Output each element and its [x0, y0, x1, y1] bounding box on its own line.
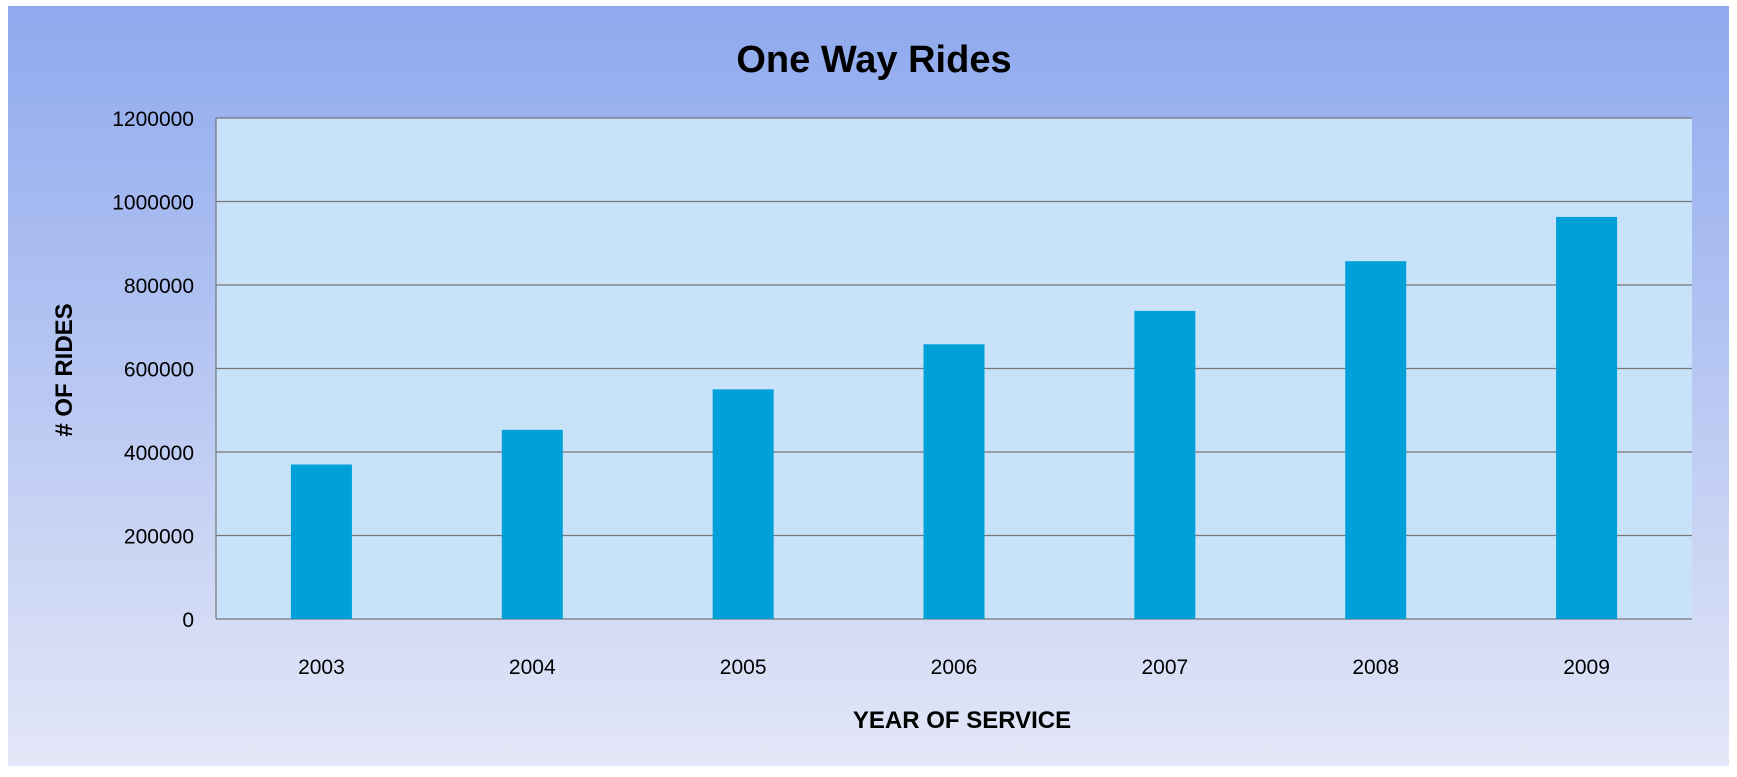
x-tick-label: 2005 [720, 656, 767, 679]
x-tick-label: 2007 [1141, 656, 1188, 679]
x-tick-label: 2003 [298, 656, 345, 679]
y-tick-label: 800000 [124, 275, 194, 298]
y-tick-label: 400000 [124, 442, 194, 465]
x-axis-label: YEAR OF SERVICE [853, 707, 1071, 734]
bar-2007 [1134, 310, 1196, 619]
y-axis-label: # OF RIDES [51, 303, 78, 436]
y-tick-label: 1000000 [112, 192, 194, 215]
y-tick-label: 600000 [124, 359, 194, 382]
y-tick-label: 200000 [124, 526, 194, 549]
bar-2005 [712, 389, 774, 619]
x-tick-label: 2004 [509, 656, 556, 679]
bar-2004 [501, 429, 563, 619]
x-tick-label: 2008 [1352, 656, 1399, 679]
chart-title: One Way Rides [736, 39, 1011, 81]
bar-2006 [923, 344, 985, 619]
y-axis-ticks: 0 200000 400000 600000 800000 1000000 1200000 [112, 108, 194, 632]
bar-2003 [290, 464, 352, 619]
y-tick-label: 0 [182, 609, 194, 632]
x-axis-ticks: 2003 2004 2005 2006 2007 2008 2009 [298, 656, 1610, 679]
bars [290, 216, 1618, 619]
bar-2008 [1345, 261, 1407, 619]
y-tick-label: 1200000 [112, 108, 194, 131]
x-tick-label: 2009 [1563, 656, 1610, 679]
bar-2009 [1556, 216, 1618, 619]
x-tick-label: 2006 [931, 656, 978, 679]
